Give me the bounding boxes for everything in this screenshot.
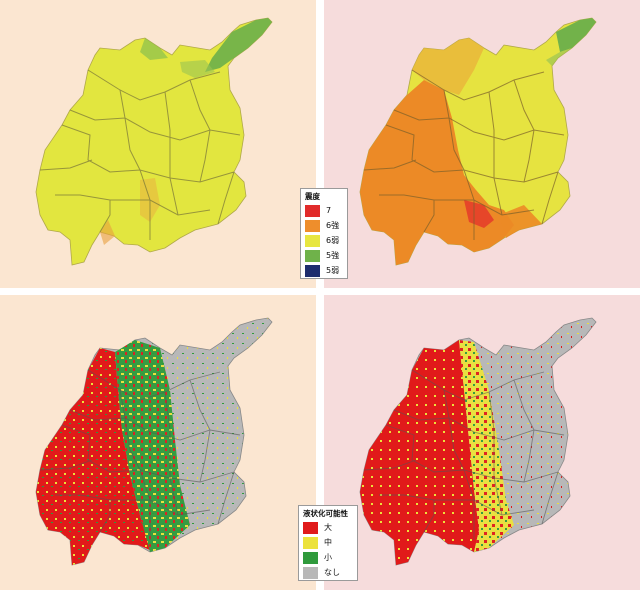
legend-swatch (303, 566, 318, 579)
seismic-map-panel-left (0, 0, 316, 288)
liquefaction-map-right (359, 317, 597, 566)
legend-item-low: 小 (299, 550, 357, 565)
liquefaction-legend: 液状化可能性 大 中 小 なし (298, 505, 358, 581)
legend-swatch (305, 219, 320, 232)
legend-swatch (303, 521, 318, 534)
legend-item-5-weak: 5弱 (301, 263, 347, 278)
legend-label: 5弱 (326, 266, 340, 275)
legend-item-high: 大 (299, 520, 357, 535)
legend-label: 中 (324, 538, 332, 547)
legend-swatch (303, 551, 318, 564)
legend-label: 5強 (326, 251, 340, 260)
legend-label: 7 (326, 206, 332, 215)
legend-swatch (305, 204, 320, 217)
seismic-legend-title: 震度 (305, 192, 320, 201)
legend-item-7: 7 (301, 203, 347, 218)
legend-label: 6強 (326, 221, 340, 230)
liquefaction-map-panel-left (0, 295, 316, 590)
legend-swatch (305, 264, 320, 277)
legend-swatch (305, 249, 320, 262)
seismic-intensity-legend: 震度 7 6強 6弱 5強 5弱 (300, 188, 348, 279)
legend-label: 6弱 (326, 236, 340, 245)
legend-item-5-strong: 5強 (301, 248, 347, 263)
legend-label: 大 (324, 523, 332, 532)
legend-label: 小 (324, 553, 332, 562)
liquefaction-legend-title: 液状化可能性 (303, 509, 348, 518)
legend-label: なし (324, 568, 340, 577)
seismic-map-left (35, 17, 273, 266)
liquefaction-map-left (35, 317, 273, 566)
legend-swatch (303, 536, 318, 549)
liquefaction-map-panel-right (324, 295, 640, 590)
legend-swatch (305, 234, 320, 247)
legend-item-none: なし (299, 565, 357, 580)
legend-item-6-weak: 6弱 (301, 233, 347, 248)
legend-item-6-strong: 6強 (301, 218, 347, 233)
legend-item-medium: 中 (299, 535, 357, 550)
seismic-map-right (359, 17, 597, 266)
seismic-map-panel-right (324, 0, 640, 288)
